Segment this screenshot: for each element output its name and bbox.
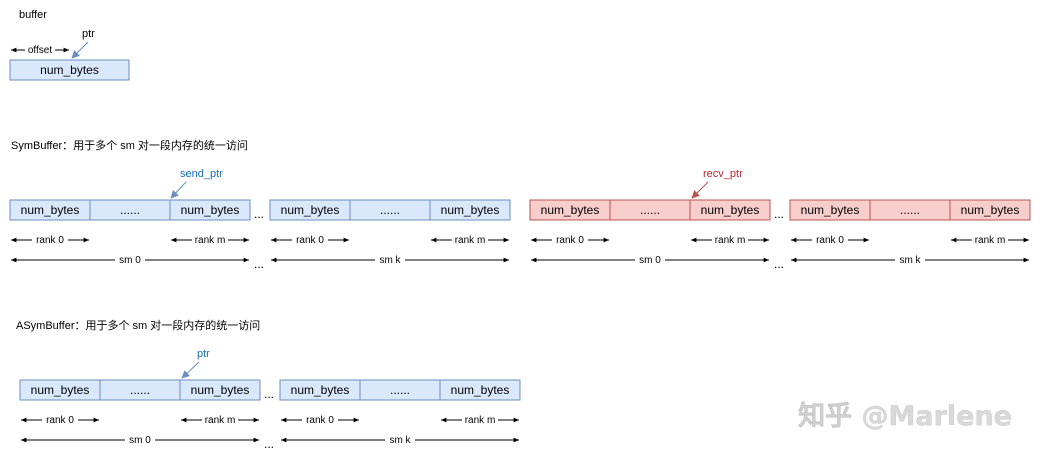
send-ptr-arrow xyxy=(170,181,187,199)
cell-label: num_bytes xyxy=(21,203,80,217)
offset-label-bg xyxy=(25,44,55,56)
buffer-ptr-label: ptr xyxy=(82,28,95,40)
symbuffer-title: SymBuffer：用于多个 sm 对一段内存的统一访问 xyxy=(11,138,248,152)
label-bg xyxy=(972,234,1008,246)
asymbuffer-title: ASymBuffer：用于多个 sm 对一段内存的统一访问 xyxy=(16,318,260,332)
sm-label: sm k xyxy=(899,255,921,266)
label-bg xyxy=(192,234,228,246)
rank-label: rank 0 xyxy=(816,235,844,246)
label-bg xyxy=(895,254,925,266)
gap-ellipsis: ... xyxy=(774,257,784,271)
label-bg xyxy=(32,234,68,246)
cell-label: num_bytes xyxy=(281,203,340,217)
buffer-ptr-arrow xyxy=(71,41,89,59)
rank-label: rank m xyxy=(715,235,746,246)
gap-ellipsis: ... xyxy=(254,257,264,271)
sm-label: sm k xyxy=(389,435,411,446)
asym-sm-arrows: sm 0 ... sm k xyxy=(21,434,519,451)
asym-group-sm0: num_bytes ...... num_bytes xyxy=(19,379,261,401)
cell-num-bytes-last xyxy=(169,199,251,221)
gap-ellipsis: ... xyxy=(254,207,264,221)
cell-num-bytes-last xyxy=(179,379,261,401)
send-ptr-label: send_ptr xyxy=(180,168,223,180)
label-bg xyxy=(292,234,328,246)
cell-label: ...... xyxy=(130,383,150,397)
cell-num-bytes-last xyxy=(439,379,521,401)
cell-label: ...... xyxy=(390,383,410,397)
cell-num-bytes-last xyxy=(949,199,1031,221)
sym-recv-group-sm0: num_bytes ...... num_bytes xyxy=(529,199,771,221)
rank-label: rank m xyxy=(975,235,1006,246)
cell-label: num_bytes xyxy=(441,203,500,217)
recv-ptr-arrow xyxy=(691,181,709,199)
rank-label: rank m xyxy=(205,415,236,426)
label-bg xyxy=(202,414,238,426)
cell-label: num_bytes xyxy=(451,383,510,397)
cell-label: ...... xyxy=(640,203,660,217)
cell-num-bytes-last xyxy=(429,199,511,221)
asym-ptr-label: ptr xyxy=(197,348,210,360)
label-bg xyxy=(375,254,405,266)
rank-label: rank 0 xyxy=(46,415,74,426)
cell-label: num_bytes xyxy=(181,203,240,217)
sym-recv-group-smk: num_bytes ...... num_bytes xyxy=(789,199,1031,221)
cell-label: ...... xyxy=(380,203,400,217)
label-bg xyxy=(115,254,145,266)
asym-ptr-arrow xyxy=(181,361,200,379)
sm-label: sm 0 xyxy=(119,255,141,266)
sm-label: sm k xyxy=(379,255,401,266)
buffer-cell-label: num_bytes xyxy=(40,63,99,77)
cell-label: num_bytes xyxy=(701,203,760,217)
asym-rank-arrows: rank 0 rank m rank 0 rank m xyxy=(21,414,519,426)
sm-label: sm 0 xyxy=(129,435,151,446)
label-bg xyxy=(452,234,488,246)
rank-label: rank 0 xyxy=(36,235,64,246)
label-bg xyxy=(385,434,415,446)
sym-send-group-sm0: num_bytes ...... num_bytes xyxy=(9,199,251,221)
cell-label: num_bytes xyxy=(31,383,90,397)
sym-send-group-smk: num_bytes ...... num_bytes xyxy=(269,199,511,221)
rank-label: rank 0 xyxy=(556,235,584,246)
cell-label: ...... xyxy=(900,203,920,217)
label-bg xyxy=(552,234,588,246)
rank-label: rank m xyxy=(455,235,486,246)
gap-ellipsis: ... xyxy=(774,207,784,221)
cell-label: num_bytes xyxy=(191,383,250,397)
rank-label: rank 0 xyxy=(296,235,324,246)
gap-ellipsis: ... xyxy=(264,437,274,451)
label-bg xyxy=(42,414,78,426)
asym-group-smk: num_bytes ...... num_bytes xyxy=(279,379,521,401)
label-bg xyxy=(462,414,498,426)
cell-label: num_bytes xyxy=(291,383,350,397)
sym-sm-arrows: sm 0 ... sm k sm 0 ... sm k xyxy=(11,254,1029,271)
cell-label: ...... xyxy=(120,203,140,217)
watermark: 知乎 @Marlene xyxy=(798,401,1012,432)
cell-label: num_bytes xyxy=(961,203,1020,217)
offset-label: offset xyxy=(28,45,52,56)
label-bg xyxy=(812,234,848,246)
sym-rank-arrows: rank 0 rank m rank 0 rank m rank 0 rank … xyxy=(11,234,1029,246)
label-bg xyxy=(712,234,748,246)
label-bg xyxy=(302,414,338,426)
sm-label: sm 0 xyxy=(639,255,661,266)
recv-ptr-label: recv_ptr xyxy=(703,168,743,180)
rank-label: rank m xyxy=(195,235,226,246)
label-bg xyxy=(125,434,155,446)
rank-label: rank 0 xyxy=(306,415,334,426)
buffer-cell xyxy=(9,59,130,81)
label-bg xyxy=(635,254,665,266)
buffer-title: buffer xyxy=(19,9,47,21)
cell-label: num_bytes xyxy=(801,203,860,217)
rank-label: rank m xyxy=(465,415,496,426)
cell-label: num_bytes xyxy=(541,203,600,217)
cell-num-bytes-last xyxy=(689,199,771,221)
gap-ellipsis: ... xyxy=(264,387,274,401)
